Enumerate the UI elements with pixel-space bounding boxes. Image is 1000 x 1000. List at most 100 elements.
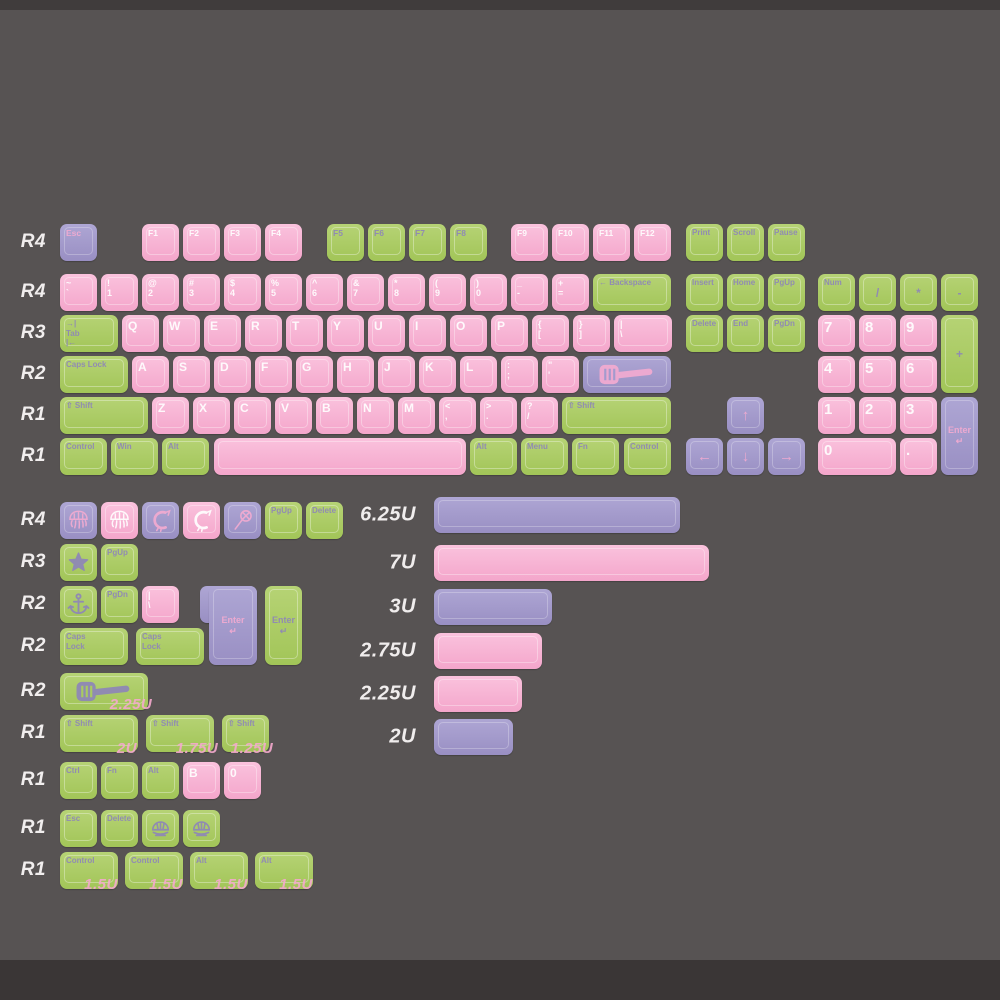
spacebar-size-label: 2U — [389, 725, 416, 748]
key-np-3: 3 — [900, 397, 937, 434]
key-legend: Enter ↵ — [947, 425, 971, 446]
key-print: Print — [686, 224, 723, 261]
spacebar-2u — [434, 719, 513, 755]
key-extra-capslock-2: Caps Lock — [136, 628, 204, 665]
spacebar-6.25u — [434, 497, 680, 533]
key-legend: ! 1 — [107, 278, 113, 298]
key-legend: F7 — [415, 228, 425, 238]
key-legend: 1 — [824, 401, 833, 418]
key-np-subtract: - — [941, 274, 978, 311]
key-legend: F6 — [374, 228, 384, 238]
key-lbracket: {[ — [532, 315, 569, 352]
top-vignette — [0, 0, 1000, 10]
key-legend: }] — [579, 319, 583, 339]
key-home: Home — [727, 274, 764, 311]
key-legend: T — [292, 319, 300, 333]
key-d: D — [214, 356, 251, 393]
key-legend: ⇧ Shift — [66, 401, 93, 410]
key-up-arrow: ↑ — [727, 397, 764, 434]
key-menu: Menu — [521, 438, 568, 475]
key-backspace: ← Backspace — [593, 274, 671, 311]
key-legend: % 5 — [271, 278, 280, 298]
key-extra-b: B — [183, 762, 220, 799]
key-left-arrow: ← — [686, 438, 723, 475]
key-u: U — [368, 315, 405, 352]
key-legend: * — [916, 285, 921, 300]
row-label-r2: R2 — [20, 635, 46, 656]
key-backslash: | \ — [614, 315, 672, 352]
key-rbracket: }] — [573, 315, 610, 352]
key-legend: K — [425, 360, 434, 374]
spacebar-2.75u — [434, 633, 542, 669]
key-3: #3 — [183, 274, 220, 311]
key-legend: Alt — [261, 856, 272, 865]
key-np-4: 4 — [818, 356, 855, 393]
key-legend: >. — [486, 401, 492, 421]
key-5: % 5 — [265, 274, 302, 311]
key-4: $4 — [224, 274, 261, 311]
key-np-8: 8 — [859, 315, 896, 352]
key-jellyfish-pink — [101, 502, 138, 539]
key-f10: F10 — [552, 224, 589, 261]
key-legend: ~ ` — [66, 278, 72, 298]
key-shell-1 — [142, 810, 179, 847]
key-star — [60, 544, 97, 581]
key-win: Win — [111, 438, 158, 475]
key-c: C — [234, 397, 271, 434]
key-legend: F8 — [456, 228, 466, 238]
key-f1: F1 — [142, 224, 179, 261]
key-extra-pgup-r4: PgUp — [265, 502, 302, 539]
key-legend: " ' — [548, 360, 553, 380]
key-equals: + = — [552, 274, 589, 311]
key-f2: F2 — [183, 224, 220, 261]
key-legend: - — [957, 285, 962, 300]
key-legend: Enter ↵ — [271, 614, 295, 636]
key-np-add: + — [941, 315, 978, 393]
key-slash: ? / — [521, 397, 558, 434]
key-numlock: Num — [818, 274, 855, 311]
key-np-9: 9 — [900, 315, 937, 352]
row-label-r4: R4 — [20, 231, 46, 252]
key-i: I — [409, 315, 446, 352]
key-extra-ctrl: Ctrl — [60, 762, 97, 799]
key-legend: A — [138, 360, 147, 374]
key-8: * 8 — [388, 274, 425, 311]
key-np-7: 7 — [818, 315, 855, 352]
key-legend: @2 — [148, 278, 157, 298]
key-extra-pipe: | \ — [142, 586, 179, 623]
key-extra-fn: Fn — [101, 762, 138, 799]
key-tab: →| Tab |← — [60, 315, 118, 352]
spatula-icon — [583, 356, 671, 393]
key-legend: Control — [66, 442, 95, 451]
star-icon — [60, 544, 97, 581]
spacebar-size-label: 7U — [389, 551, 416, 574]
jellyfish-icon — [60, 502, 97, 539]
key-right-arrow: → — [768, 438, 805, 475]
key-legend: End — [733, 319, 749, 328]
key-legend: ⇧ Shift — [568, 401, 595, 410]
key-size-label: 1.5U — [84, 876, 118, 893]
key-legend: 6 — [906, 360, 915, 377]
key-enter-spatula — [583, 356, 671, 393]
key-size-label: 1.25U — [230, 740, 274, 757]
key-shell-2 — [183, 810, 220, 847]
key-shrimp-purple — [142, 502, 179, 539]
key-legend: Insert — [692, 278, 714, 287]
key-s: S — [173, 356, 210, 393]
key-legend: 2 — [865, 401, 874, 418]
key-fn: Fn — [572, 438, 619, 475]
key-legend: & 7 — [353, 278, 360, 298]
key-legend: 8 — [865, 319, 874, 336]
key-legend: J — [384, 360, 391, 374]
key-legend: R — [251, 319, 260, 333]
key-legend: + = — [558, 278, 564, 298]
key-legend: Delete — [107, 814, 132, 823]
row-label-r2: R2 — [20, 680, 46, 701]
key-legend: (9 — [435, 278, 441, 298]
key-legend: F2 — [189, 228, 199, 238]
key-legend: $4 — [230, 278, 236, 298]
key-np-2: 2 — [859, 397, 896, 434]
key-legend: M — [404, 401, 414, 415]
key-legend: Control — [131, 856, 160, 865]
